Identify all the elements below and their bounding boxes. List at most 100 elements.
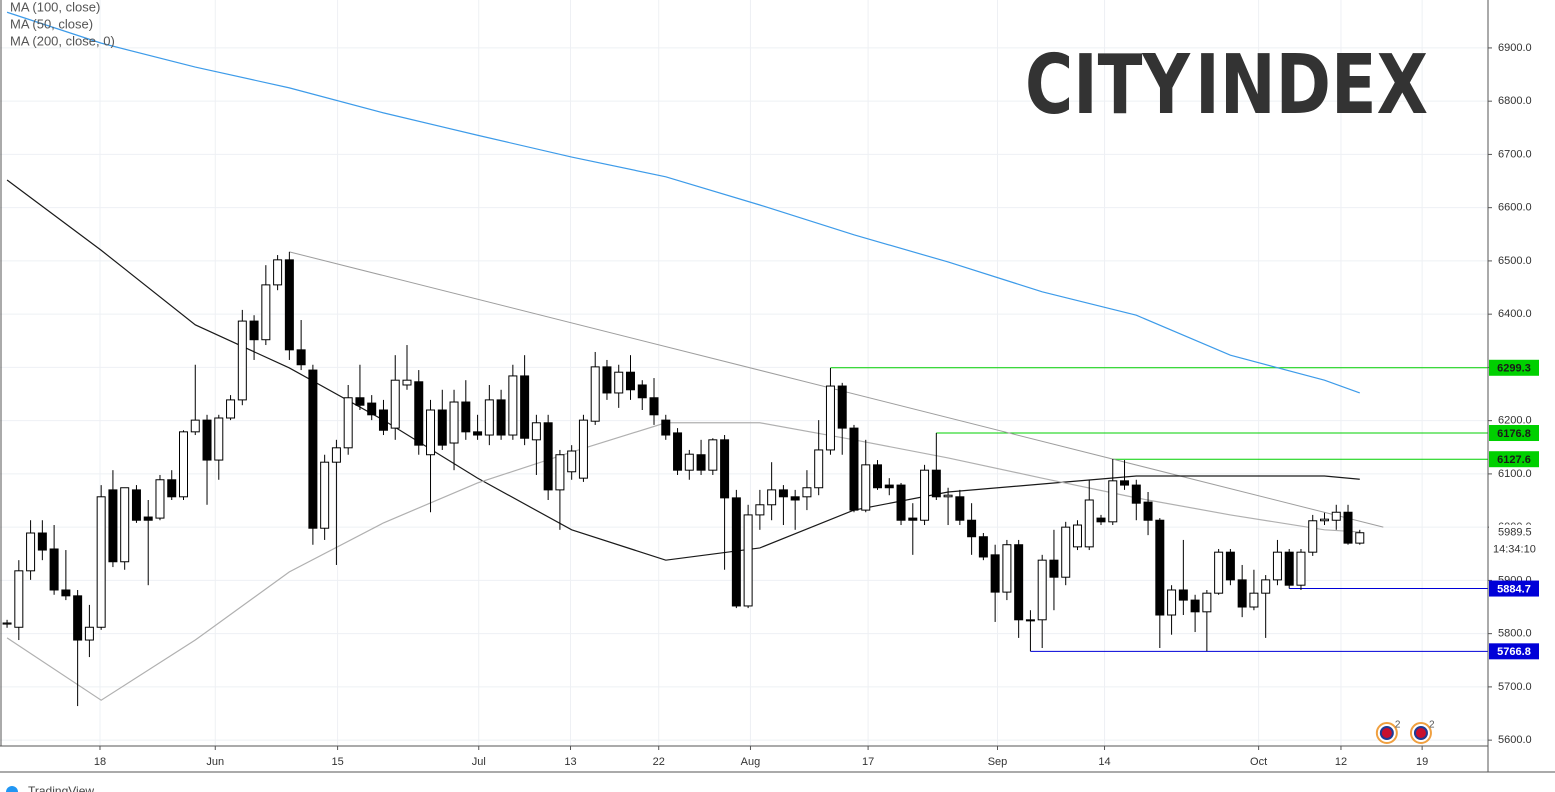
event-flag [1413,726,1428,740]
footer-logo [6,786,18,792]
x-tick-label: Sep [988,756,1008,768]
candle-body [484,399,494,436]
candle-body [802,487,812,498]
candle-body [990,554,1000,593]
candle-body [731,497,741,607]
candle-body [1202,592,1212,613]
candle-body [861,464,871,511]
candle-body [261,284,271,341]
watermark-text: CITY [1025,38,1191,133]
y-tick-label: 6500.0 [1498,255,1532,267]
candle-body [1190,599,1200,613]
x-tick-label: 19 [1416,756,1428,768]
candle-body [567,450,577,473]
level-label-box [1489,580,1539,597]
candle-body [320,461,330,529]
candle-body [1214,551,1224,594]
candle-body [908,517,918,521]
candle-body [273,259,283,286]
candle-body [1037,559,1047,621]
x-tick-label: Jul [472,756,486,768]
moving-average-line [6,11,1360,394]
x-tick-label: 13 [564,756,576,768]
moving-average-line [6,422,1360,701]
candle-body [508,375,518,436]
candle-body [190,419,200,433]
candle-body [1002,544,1012,593]
level-label-box [1489,643,1539,660]
candle-body [237,320,247,401]
last-price-label: 5989.5 [1498,527,1532,539]
candle-body [143,516,153,521]
candle-body [26,532,36,572]
y-tick-label: 6200.0 [1498,415,1532,427]
candle-body [1014,544,1024,621]
candle-body [1049,559,1059,578]
x-tick-label: 12 [1335,756,1347,768]
x-tick-label: 17 [862,756,874,768]
candle-body [649,397,659,416]
candle-body [120,487,130,563]
candle-body [1355,532,1365,544]
candle-body [1331,511,1341,521]
x-tick-label: 22 [653,756,665,768]
candle-body [296,349,306,366]
candle-body [637,384,647,399]
candle-body [1167,589,1177,616]
candle-body [179,431,189,498]
y-tick-label: 6400.0 [1498,308,1532,320]
candle-body [343,397,353,449]
labels: 5600.05700.05800.05900.06000.06100.06200… [10,0,1549,768]
candle-body [602,366,612,394]
y-tick-label: 6800.0 [1498,95,1532,107]
footer-text: TradingView [28,784,94,792]
event-count: 2 [1429,720,1435,731]
watermark-text: INDEX [1195,38,1428,133]
legend-entry: MA (100, close) [10,0,100,14]
trendline [289,251,1384,528]
x-tick-label: Oct [1250,756,1267,768]
event-count: 2 [1395,720,1401,731]
y-tick-label: 6600.0 [1498,202,1532,214]
candle-body [884,484,894,489]
candle-body [790,496,800,501]
candle-body [1131,484,1141,504]
x-tick-label: Jun [206,756,224,768]
candle-body [214,417,224,461]
level-label-box [1489,359,1539,376]
candle-body [743,514,753,607]
candle-body [1237,579,1247,608]
candle-body [590,366,600,422]
candle-body [1308,520,1318,553]
grid [0,0,1488,746]
candle-body [414,381,424,446]
candle-body [531,422,541,441]
candle-body [755,504,765,516]
y-tick-label: 5700.0 [1498,681,1532,693]
y-tick-label: 5600.0 [1498,734,1532,746]
candle-body [73,595,83,641]
candle-body [696,454,706,471]
candle-body [155,479,165,519]
level-label: 6176.8 [1497,428,1531,440]
y-tick-label: 6900.0 [1498,42,1532,54]
candle-body [767,489,777,506]
level-label: 6127.6 [1497,454,1531,466]
candle-body [520,375,530,439]
candle-body [1072,524,1082,548]
x-tick-label: 18 [94,756,106,768]
candle-body [673,432,683,471]
y-tick-label: 5800.0 [1498,628,1532,640]
level-label: 5884.7 [1497,583,1531,595]
candle-body [331,447,341,463]
candle-body [955,496,965,521]
candle-body [96,496,106,628]
candle-body [437,409,447,446]
candle-body [202,419,212,461]
candle-body [1155,519,1165,616]
candle-body [720,439,730,499]
candle-body [402,379,412,386]
candle-body [1120,480,1130,486]
candle-body [931,469,941,498]
